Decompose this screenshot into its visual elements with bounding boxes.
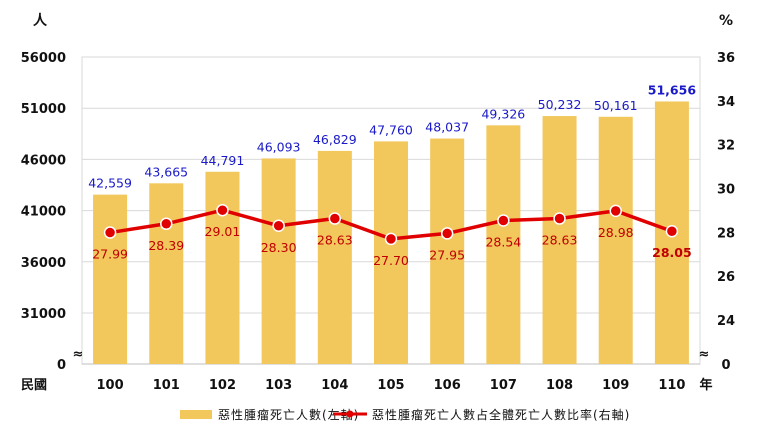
ratio-point — [440, 227, 454, 240]
ratio-value-label: 29.01 — [205, 224, 241, 239]
left-tick-label: 36000 — [21, 256, 66, 271]
bar-value-label: 47,760 — [369, 122, 413, 137]
right-tick-label: 0 — [721, 358, 730, 373]
left-axis-break: ≈ — [73, 347, 84, 362]
axis-layer: 人 % 民國 年 ≈ ≈ 0 31000 36000 41000 46000 51000 5… — [21, 12, 735, 393]
x-tick-label: 108 — [546, 378, 573, 393]
bar-value-label: 44,791 — [201, 153, 245, 168]
bar — [149, 183, 184, 364]
x-axis-suffix: 年 — [699, 377, 712, 393]
legend: 惡性腫瘤死亡人數(左軸) 惡性腫瘤死亡人數占全體死亡人數比率(右軸) — [180, 407, 630, 422]
bar-value-label: 50,232 — [538, 97, 582, 112]
bar — [430, 138, 465, 364]
ratio-value-label: 27.70 — [373, 253, 409, 268]
label-layer: 42,559 43,665 44,791 46,093 46,829 47,760 48,0… — [88, 82, 696, 267]
ratio-value-label: 28.98 — [598, 225, 634, 240]
right-tick-label: 30 — [717, 183, 735, 198]
bar — [261, 158, 296, 364]
x-tick-label: 106 — [434, 378, 461, 393]
ratio-point — [609, 204, 622, 218]
ratio-point — [553, 212, 566, 225]
bar — [205, 171, 240, 364]
bar-value-label: 51,656 — [648, 82, 697, 97]
x-tick-label: 107 — [490, 378, 517, 393]
bar-value-label: 46,829 — [313, 132, 357, 147]
line-layer — [103, 203, 679, 246]
bar-layer — [93, 101, 689, 365]
ratio-point — [160, 217, 173, 231]
ratio-value-label: 28.05 — [652, 245, 692, 260]
ratio-value-label: 27.99 — [92, 247, 128, 262]
bar — [542, 116, 577, 364]
x-tick-label: 105 — [377, 378, 404, 393]
x-tick-label: 110 — [658, 378, 685, 393]
bar-value-label: 48,037 — [425, 120, 469, 135]
ratio-point — [103, 226, 117, 239]
left-tick-label: 0 — [57, 358, 66, 373]
left-tick-label: 41000 — [21, 205, 66, 220]
ratio-value-label: 28.63 — [542, 233, 578, 248]
right-axis-unit: % — [719, 13, 733, 29]
right-tick-label: 26 — [717, 270, 735, 285]
right-tick-label: 24 — [717, 314, 735, 329]
legend-line-label: 惡性腫瘤死亡人數占全體死亡人數比率(右軸) — [372, 407, 630, 422]
legend-bar-label: 惡性腫瘤死亡人數(左軸) — [218, 407, 359, 422]
bar-value-label: 46,093 — [257, 139, 301, 154]
left-axis-unit: 人 — [33, 12, 48, 29]
ratio-point — [216, 203, 229, 217]
x-tick-label: 100 — [97, 378, 124, 393]
ratio-value-label: 28.30 — [261, 240, 297, 255]
x-tick-label: 109 — [602, 378, 629, 393]
left-tick-label: 31000 — [21, 307, 66, 322]
right-tick-label: 36 — [717, 51, 735, 66]
bar — [317, 150, 352, 364]
x-tick-label: 103 — [265, 378, 292, 393]
x-tick-label: 101 — [153, 378, 180, 393]
bar — [93, 194, 128, 364]
ratio-value-label: 28.39 — [148, 238, 184, 253]
x-axis-prefix: 民國 — [21, 378, 47, 393]
right-tick-label: 34 — [717, 95, 735, 110]
right-axis-break: ≈ — [699, 347, 710, 362]
bar-value-label: 43,665 — [144, 164, 188, 179]
ratio-point — [272, 219, 285, 233]
bar-value-label: 49,326 — [481, 106, 525, 121]
ratio-value-label: 28.63 — [317, 233, 353, 248]
ratio-point — [665, 224, 679, 238]
left-tick-label: 51000 — [21, 102, 66, 117]
ratio-value-label: 28.54 — [485, 234, 521, 249]
left-tick-label: 56000 — [21, 51, 66, 66]
legend-line-marker — [346, 410, 354, 418]
left-tick-label: 46000 — [21, 153, 66, 168]
bar-value-label: 50,161 — [594, 98, 638, 113]
bar — [486, 125, 521, 364]
right-tick-label: 32 — [717, 139, 735, 154]
bar — [598, 116, 633, 365]
ratio-point — [384, 232, 398, 246]
ratio-point — [328, 212, 342, 225]
bar-value-label: 42,559 — [88, 176, 132, 191]
ratio-point — [497, 214, 510, 227]
x-tick-label: 104 — [321, 378, 348, 393]
legend-bar-swatch — [180, 410, 212, 419]
x-tick-label: 102 — [209, 378, 236, 393]
ratio-value-label: 27.95 — [429, 247, 465, 262]
bar — [374, 141, 408, 364]
right-tick-label: 28 — [717, 226, 735, 241]
